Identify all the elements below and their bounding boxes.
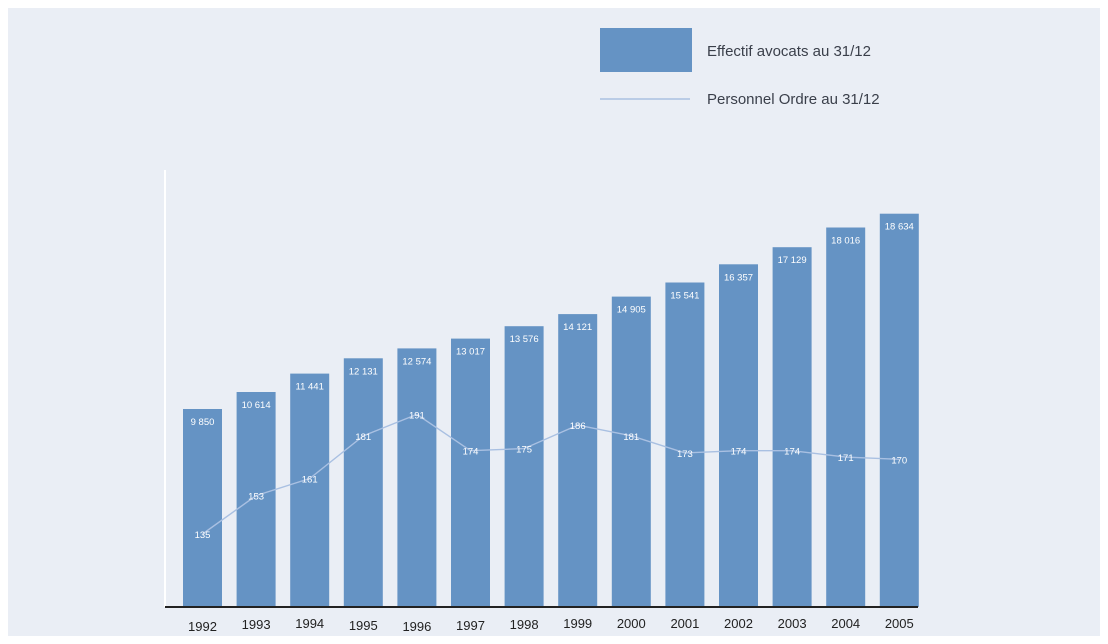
bar-2003: [772, 247, 812, 607]
legend-line-label: Personnel Ordre au 31/12: [707, 91, 880, 108]
x-tick-1998: 1998: [510, 617, 539, 632]
x-tick-1999: 1999: [563, 616, 592, 631]
x-tick-1995: 1995: [349, 618, 378, 633]
bar-value-label-2003: 17 129: [778, 255, 807, 266]
bar-1995: [343, 358, 383, 607]
line-layer: 135 153 161 181 191 174 175 186 181 173 174 174 171 1…: [195, 410, 908, 541]
line-value-label-2003: 174: [784, 447, 800, 458]
bar-2005: [879, 213, 919, 607]
bar-value-label-1995: 12 131: [349, 366, 378, 377]
bars-layer: 9 850 10 614 11 441 12 131 12 574 13 017 13 57…: [183, 213, 919, 607]
bar-value-label-2000: 14 905: [617, 305, 646, 316]
x-tick-labels: 1992 1993 1994 1995 1996 1997 1998 1999 2000 2001…: [188, 616, 914, 634]
bar-2000: [611, 296, 651, 607]
bar-1999: [558, 314, 598, 607]
x-tick-2004: 2004: [831, 616, 860, 631]
x-tick-1997: 1997: [456, 618, 485, 633]
x-tick-2002: 2002: [724, 616, 753, 631]
bar-value-label-1996: 12 574: [402, 356, 431, 367]
bar-value-label-1998: 13 576: [510, 334, 539, 345]
legend-bar-swatch: [600, 28, 692, 72]
line-value-label-1999: 186: [570, 421, 586, 432]
x-tick-1992: 1992: [188, 619, 217, 634]
line-value-label-2004: 171: [838, 453, 854, 464]
bar-1997: [451, 338, 490, 607]
bar-value-label-1993: 10 614: [242, 400, 271, 411]
bar-value-label-1994: 11 441: [296, 382, 324, 393]
bar-value-label-2001: 15 541: [670, 291, 699, 302]
bar-value-label-2004: 18 016: [831, 236, 860, 247]
bar-1993: [236, 392, 276, 607]
bar-2004: [826, 227, 866, 607]
x-tick-2000: 2000: [617, 616, 646, 631]
x-tick-1994: 1994: [295, 616, 324, 631]
series-line-personnel: [202, 413, 900, 535]
line-value-label-1993: 153: [248, 492, 264, 503]
bar-value-label-1992: 9 850: [191, 417, 215, 428]
line-value-label-1997: 174: [463, 447, 479, 458]
x-tick-1996: 1996: [402, 619, 431, 634]
line-value-label-2005: 170: [891, 455, 907, 466]
chart-background: [8, 8, 1100, 636]
legend: Effectif avocats au 31/12 Personnel Ordr…: [600, 28, 880, 108]
x-tick-1993: 1993: [242, 617, 271, 632]
bar-2002: [719, 264, 758, 607]
bar-1992: [183, 409, 222, 607]
line-value-label-2001: 173: [677, 449, 693, 460]
line-value-label-1992: 135: [195, 530, 211, 541]
line-value-label-1994: 161: [302, 475, 318, 486]
x-tick-2001: 2001: [670, 616, 699, 631]
bar-1994: [290, 373, 330, 607]
bar-value-label-1997: 13 017: [456, 347, 485, 358]
line-value-label-2002: 174: [731, 447, 747, 458]
line-value-label-1998: 175: [516, 445, 532, 456]
line-value-label-1996: 191: [409, 410, 425, 421]
bar-1998: [504, 326, 544, 607]
bar-2001: [665, 282, 705, 607]
bar-1996: [397, 348, 437, 607]
line-value-label-1995: 181: [355, 432, 371, 443]
x-tick-2003: 2003: [778, 616, 807, 631]
legend-bar-label: Effectif avocats au 31/12: [707, 43, 871, 60]
line-value-label-2000: 181: [623, 432, 639, 443]
bar-value-label-2005: 18 634: [885, 222, 914, 233]
x-tick-2005: 2005: [885, 616, 914, 631]
bar-value-label-2002: 16 357: [724, 272, 753, 283]
bar-value-label-1999: 14 121: [563, 322, 592, 333]
